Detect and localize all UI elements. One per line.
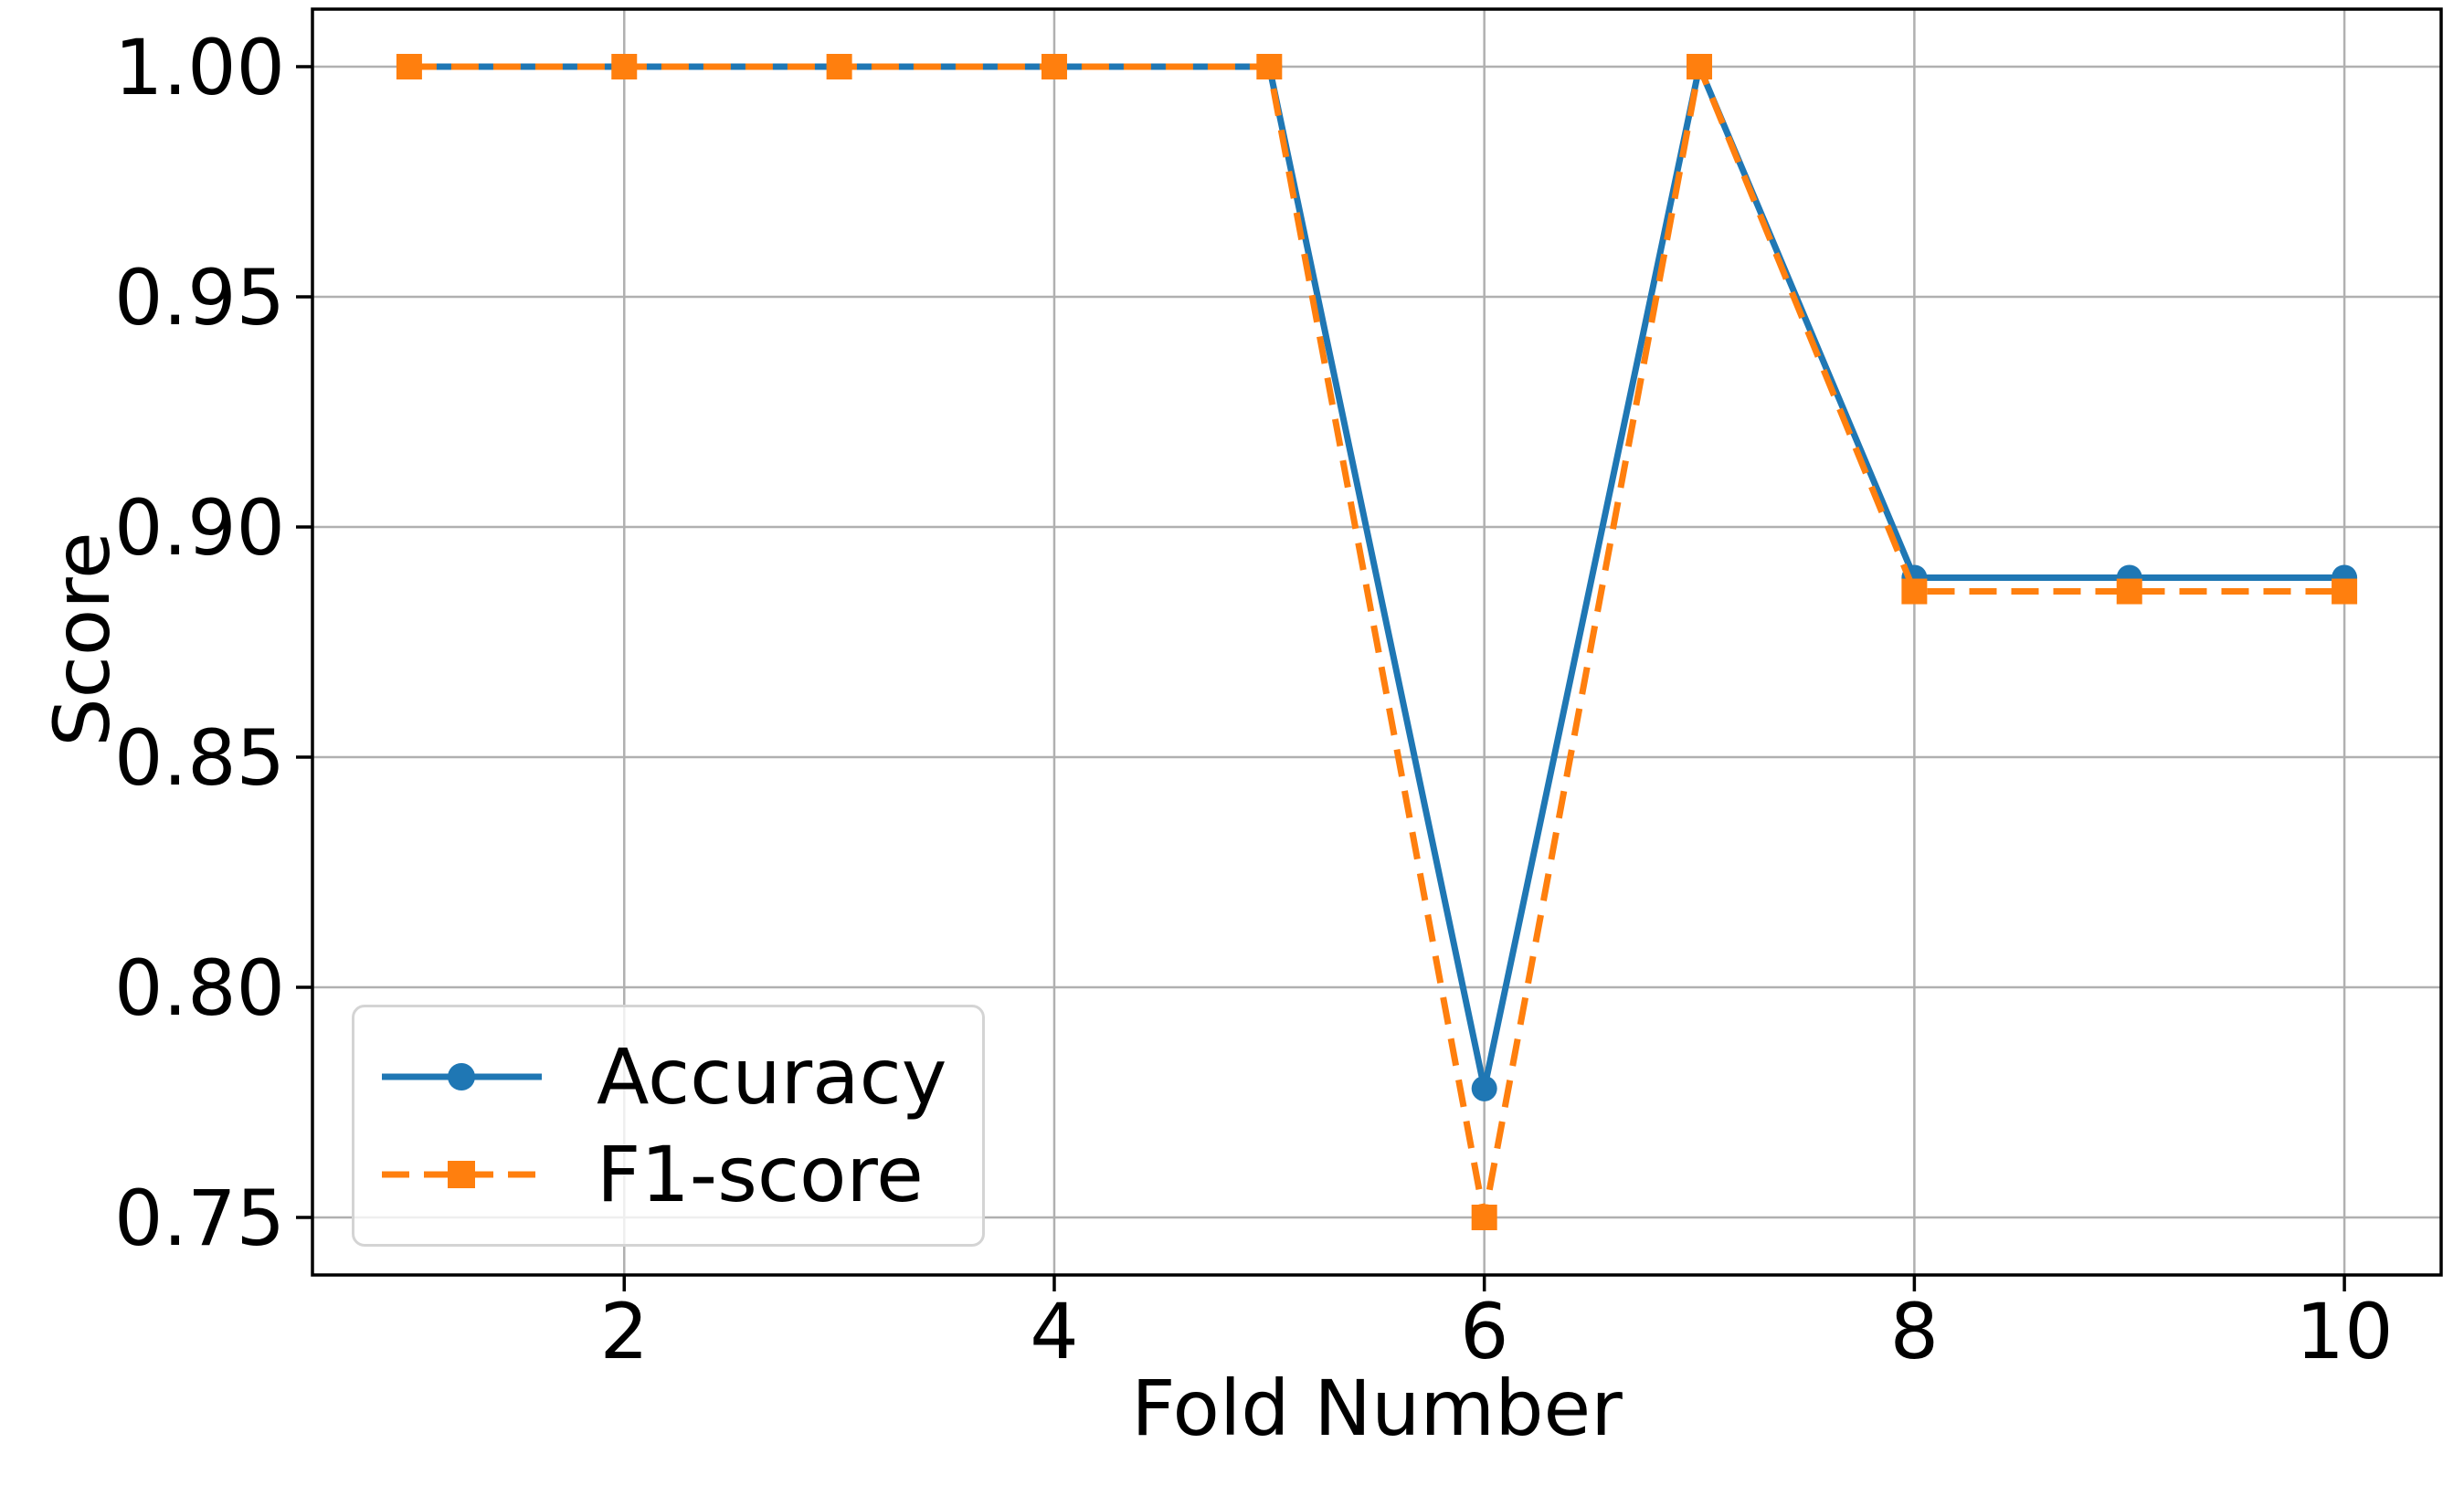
data-point-marker bbox=[1687, 54, 1713, 79]
legend-item-f1-score: F1-score bbox=[382, 1136, 982, 1213]
legend-box: Accuracy F1-score bbox=[352, 1005, 985, 1247]
y-tick-label: 0.75 bbox=[114, 1174, 285, 1263]
y-axis-title: Score bbox=[37, 532, 127, 747]
series-accuracy bbox=[396, 54, 2358, 1101]
data-point-marker bbox=[826, 54, 852, 79]
x-tick-label: 6 bbox=[1460, 1287, 1508, 1376]
plot-border bbox=[311, 7, 2443, 1277]
data-point-marker bbox=[1256, 54, 1283, 79]
data-point-marker bbox=[1471, 1075, 1497, 1101]
legend-label-accuracy: Accuracy bbox=[597, 1031, 947, 1122]
y-tick-label: 1.00 bbox=[114, 23, 285, 112]
data-point-marker bbox=[611, 54, 638, 79]
accuracy-line-sample-icon bbox=[382, 1062, 542, 1090]
data-point-marker bbox=[1041, 54, 1067, 79]
data-point-marker bbox=[2116, 578, 2142, 605]
data-point-marker bbox=[1471, 1205, 1497, 1230]
y-tick-label: 0.85 bbox=[114, 713, 285, 803]
x-tick-label: 4 bbox=[1030, 1287, 1078, 1376]
data-point-marker bbox=[1901, 578, 1928, 605]
x-axis-ticks: 2 4 6 8 10 bbox=[600, 1275, 2394, 1376]
series-f1-score bbox=[396, 54, 2358, 1230]
legend-label-f1-score: F1-score bbox=[597, 1130, 924, 1220]
f1-score-line-sample-icon bbox=[382, 1161, 542, 1189]
y-tick-label: 0.80 bbox=[114, 943, 285, 1033]
x-tick-label: 8 bbox=[1890, 1287, 1939, 1376]
data-point-marker bbox=[2332, 578, 2358, 605]
legend-item-accuracy: Accuracy bbox=[382, 1038, 982, 1115]
data-point-marker bbox=[396, 54, 422, 79]
y-tick-label: 0.90 bbox=[114, 483, 285, 573]
x-tick-label: 10 bbox=[2296, 1287, 2394, 1376]
y-axis-ticks: 0.75 0.80 0.85 0.90 0.95 1.00 bbox=[114, 23, 312, 1263]
x-tick-label: 2 bbox=[600, 1287, 649, 1376]
y-tick-label: 0.95 bbox=[114, 253, 285, 342]
x-axis-title: Fold Number bbox=[1131, 1364, 1623, 1453]
